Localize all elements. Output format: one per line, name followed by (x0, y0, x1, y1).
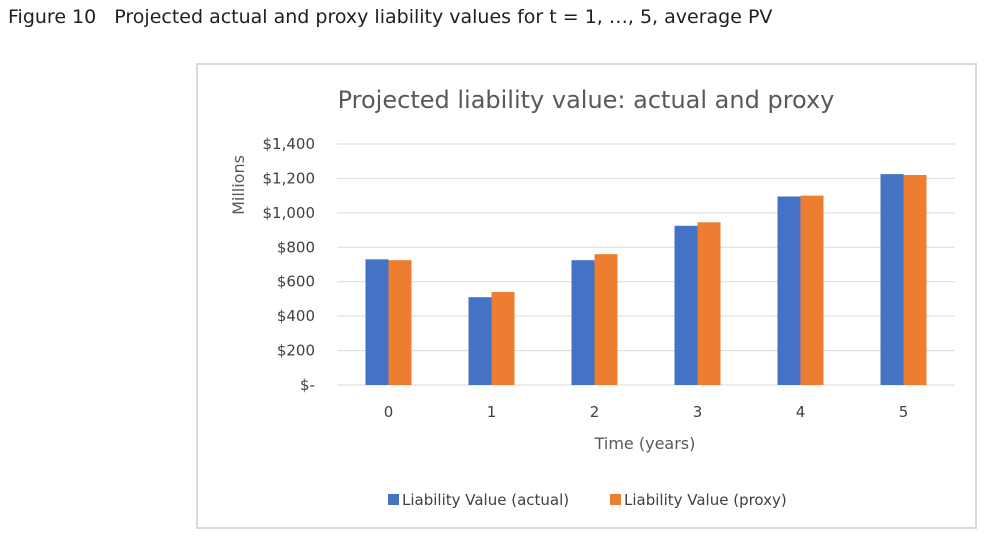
chart-title: Projected liability value: actual and pr… (338, 86, 835, 114)
y-tick-label: $800 (277, 238, 315, 256)
y-tick-label: $400 (277, 307, 315, 325)
legend-label-proxy: Liability Value (proxy) (624, 491, 787, 509)
bar-proxy-5 (903, 174, 927, 385)
bar-actual-1 (468, 297, 492, 385)
bar-actual-2 (571, 260, 595, 385)
bar-proxy-1 (491, 292, 515, 385)
x-tick-label: 1 (487, 403, 497, 421)
figure-caption: Figure 10 Projected actual and proxy lia… (8, 6, 772, 28)
legend-swatch-proxy (610, 494, 621, 505)
bar-actual-5 (880, 174, 904, 385)
bar-proxy-0 (388, 260, 412, 385)
legend: Liability Value (actual) Liability Value … (388, 491, 787, 509)
figure-number: Figure 10 (8, 6, 97, 28)
x-tick-label: 2 (590, 403, 600, 421)
legend-label-actual: Liability Value (actual) (402, 491, 569, 509)
y-tick-labels: $- $200 $400 $600 $800 $1,000 $1,200 $1,400 (263, 135, 316, 394)
y-tick-label: $1,400 (263, 135, 316, 153)
gridlines (337, 143, 955, 386)
y-tick-label: $- (300, 376, 315, 394)
bar-proxy-2 (594, 254, 618, 385)
bar-proxy-3 (697, 222, 721, 385)
legend-swatch-actual (388, 494, 399, 505)
bar-actual-3 (674, 225, 698, 385)
y-tick-label: $200 (277, 342, 315, 360)
x-tick-labels: 0 1 2 3 4 5 (384, 403, 909, 421)
y-tick-label: $1,200 (263, 169, 316, 187)
figure-caption-text: Projected actual and proxy liability val… (114, 6, 773, 28)
bar-actual-0 (365, 259, 389, 385)
bar-proxy-4 (800, 195, 824, 385)
x-axis-label: Time (years) (594, 434, 696, 453)
x-tick-label: 5 (899, 403, 909, 421)
y-axis-label: Millions (229, 155, 248, 215)
x-tick-label: 4 (796, 403, 806, 421)
bars (365, 174, 927, 385)
x-tick-label: 3 (693, 403, 703, 421)
y-tick-label: $600 (277, 273, 315, 291)
x-tick-label: 0 (384, 403, 394, 421)
bar-actual-4 (777, 196, 801, 385)
y-tick-label: $1,000 (263, 204, 316, 222)
